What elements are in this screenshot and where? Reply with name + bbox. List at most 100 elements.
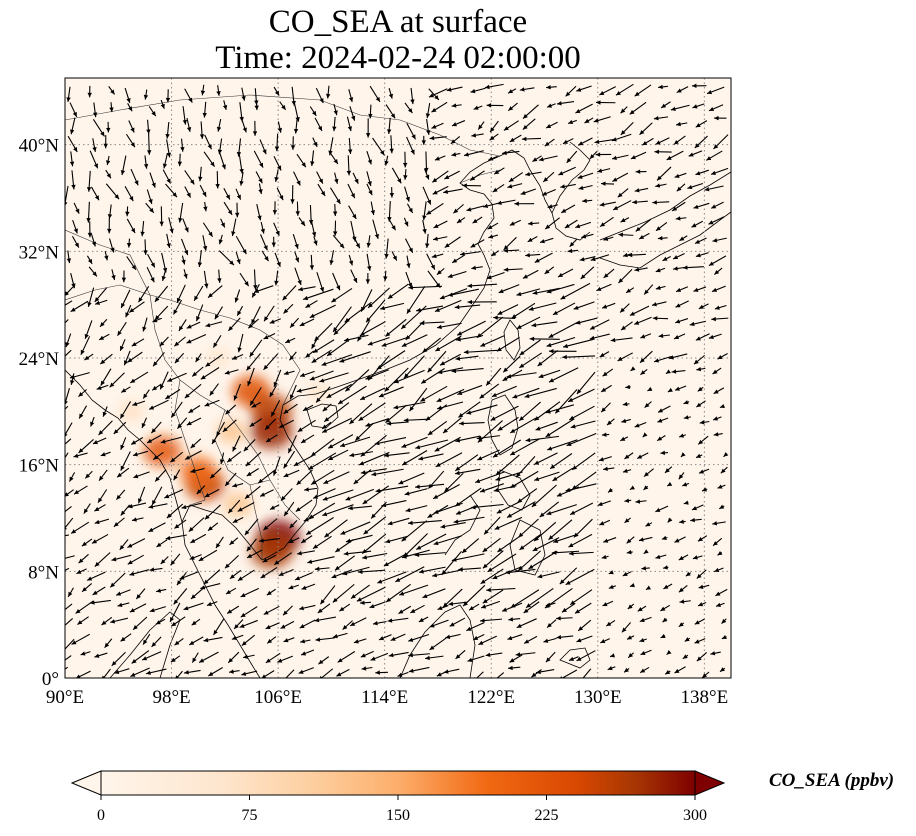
wind-arrow: [266, 636, 277, 644]
wind-arrow: [676, 183, 686, 192]
wind-arrow: [491, 385, 517, 398]
wind-arrow: [109, 372, 125, 388]
wind-arrow: [402, 151, 408, 168]
wind-arrow: [697, 386, 704, 392]
wind-arrow: [146, 266, 155, 283]
wind-arrow: [503, 120, 519, 131]
wind-arrow: [237, 502, 255, 512]
wind-arrow: [207, 522, 219, 532]
wind-arrow: [576, 371, 596, 395]
wind-arrow: [309, 370, 334, 381]
wind-arrow: [296, 386, 318, 393]
wind-arrow: [482, 550, 504, 569]
wind-arrow: [630, 366, 636, 372]
wind-arrow: [148, 503, 168, 509]
wind-arrow: [520, 188, 536, 195]
wind-arrow: [160, 556, 169, 565]
wind-arrow: [226, 451, 242, 463]
wind-arrow: [432, 483, 460, 500]
wind-arrow: [408, 520, 442, 526]
wind-arrow: [120, 437, 127, 450]
wind-arrow: [656, 166, 672, 181]
wind-arrow: [476, 316, 504, 339]
wind-arrow: [714, 115, 727, 121]
wind-arrow: [398, 584, 429, 596]
wind-arrow: [524, 387, 557, 399]
wind-arrow: [671, 201, 686, 212]
wind-arrow: [480, 618, 503, 623]
wind-arrow: [543, 637, 557, 643]
wind-arrow: [454, 304, 481, 310]
wind-arrow: [254, 88, 259, 106]
wind-arrow: [562, 338, 594, 349]
wind-arrow: [92, 118, 105, 137]
wind-arrow: [455, 355, 479, 361]
wind-arrow: [259, 537, 280, 543]
wind-arrow: [190, 467, 205, 474]
wind-arrow: [425, 103, 431, 119]
wind-arrow: [253, 285, 274, 293]
wind-arrow: [697, 435, 709, 445]
wind-arrow: [131, 517, 144, 522]
wind-arrow: [545, 651, 556, 663]
wind-arrow: [312, 535, 332, 550]
wind-arrow: [629, 101, 647, 115]
wind-arrow: [692, 103, 705, 109]
wind-arrow: [377, 571, 407, 584]
wind-arrow: [557, 268, 574, 278]
wind-arrow: [304, 487, 318, 492]
wind-arrow: [436, 322, 462, 330]
wind-arrow: [123, 350, 131, 366]
wind-arrow: [297, 419, 316, 433]
wind-arrow: [678, 585, 688, 593]
wind-arrow: [115, 489, 126, 501]
wind-arrow: [332, 234, 345, 249]
wind-arrow: [227, 651, 240, 664]
wind-arrow: [507, 88, 517, 94]
wind-arrow: [232, 435, 241, 452]
wind-arrow: [608, 584, 616, 589]
wind-arrow: [601, 302, 616, 309]
wind-arrow: [675, 300, 689, 308]
wind-arrow: [667, 517, 673, 523]
wind-arrow: [255, 171, 263, 184]
wind-arrow: [89, 599, 111, 605]
wind-arrow: [360, 468, 387, 475]
wind-arrow: [90, 416, 95, 427]
wind-arrow: [65, 319, 69, 324]
wind-arrow: [568, 533, 593, 548]
wind-arrow: [302, 404, 314, 412]
wind-arrow: [197, 250, 203, 268]
wind-arrow: [539, 237, 554, 244]
wind-arrow: [429, 637, 447, 651]
wind-arrow: [602, 600, 614, 607]
wind-arrow: [519, 87, 535, 92]
wind-arrow: [172, 299, 183, 315]
wind-arrow: [326, 338, 350, 357]
wind-arrow: [662, 617, 668, 623]
wind-arrow: [334, 555, 356, 571]
wind-arrow: [389, 187, 395, 198]
wind-arrow: [165, 388, 181, 400]
wind-arrow: [283, 303, 294, 314]
wind-arrow: [198, 651, 219, 663]
wind-arrow: [283, 370, 295, 376]
x-tick-label: 106°E: [254, 687, 302, 708]
wind-arrow: [519, 339, 541, 356]
wind-arrow: [584, 117, 594, 124]
wind-arrow: [249, 387, 262, 406]
wind-arrow: [332, 306, 352, 333]
y-tick-label: 40°N: [19, 136, 60, 157]
wind-arrow: [273, 552, 292, 566]
wind-arrow: [289, 317, 300, 328]
wind-arrow: [715, 588, 728, 597]
wind-arrow: [337, 651, 356, 663]
wind-arrow: [287, 435, 297, 454]
wind-arrow: [597, 500, 611, 507]
wind-arrow: [102, 668, 111, 678]
wind-arrow: [577, 172, 594, 179]
wind-arrow: [408, 285, 443, 290]
wind-arrow: [294, 251, 300, 263]
wind-arrow: [186, 333, 207, 344]
wind-arrow: [485, 652, 503, 658]
